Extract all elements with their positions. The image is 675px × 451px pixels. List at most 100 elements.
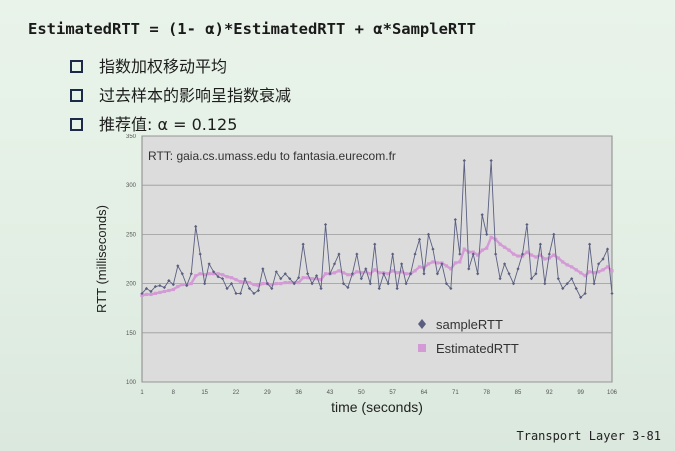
point-samplertt: [520, 252, 525, 256]
point-estimatedrtt: [480, 248, 484, 252]
point-estimatedrtt: [520, 254, 525, 258]
point-samplertt: [565, 282, 569, 286]
point-samplertt: [373, 242, 377, 246]
point-samplertt: [462, 159, 466, 163]
point-samplertt: [534, 272, 538, 276]
point-samplertt: [601, 257, 605, 261]
point-estimatedrtt: [422, 266, 426, 270]
legend-marker-estimatedrtt: [418, 344, 426, 352]
bullet-item: 指数加权移动平均: [70, 52, 291, 81]
point-estimatedrtt: [467, 250, 471, 254]
point-samplertt: [494, 252, 498, 256]
point-samplertt: [610, 291, 614, 296]
y-axis-label: RTT (milliseconds): [94, 205, 109, 313]
bullet-square-icon: [70, 60, 83, 73]
point-estimatedrtt: [270, 282, 274, 287]
point-samplertt: [417, 237, 422, 241]
point-samplertt: [243, 277, 247, 281]
point-estimatedrtt: [485, 246, 489, 250]
x-tick-label: 50: [358, 390, 365, 396]
point-estimatedrtt: [189, 282, 193, 286]
point-samplertt: [529, 277, 534, 281]
point-estimatedrtt: [498, 242, 502, 246]
x-tick-label: 78: [483, 390, 490, 396]
point-samplertt: [561, 286, 565, 291]
point-samplertt: [543, 282, 547, 286]
point-estimatedrtt: [565, 263, 569, 267]
x-tick-label: 99: [577, 390, 584, 396]
point-estimatedrtt: [274, 282, 278, 286]
point-samplertt: [404, 282, 408, 286]
point-samplertt: [176, 264, 180, 268]
point-estimatedrtt: [386, 272, 390, 276]
point-estimatedrtt: [207, 272, 211, 276]
point-estimatedrtt: [364, 270, 368, 274]
point-samplertt: [167, 279, 171, 283]
point-estimatedrtt: [158, 290, 162, 295]
point-estimatedrtt: [395, 271, 399, 275]
point-estimatedrtt: [556, 256, 560, 260]
point-estimatedrtt: [574, 268, 578, 272]
point-samplertt: [489, 159, 493, 163]
point-samplertt: [153, 284, 158, 289]
x-tick-label: 85: [515, 390, 522, 396]
point-estimatedrtt: [256, 283, 260, 288]
point-samplertt: [480, 213, 484, 217]
bullet-square-icon: [70, 89, 83, 102]
point-estimatedrtt: [462, 247, 466, 251]
point-samplertt: [444, 282, 448, 286]
x-tick-label: 64: [421, 390, 428, 396]
point-estimatedrtt: [162, 289, 166, 294]
point-estimatedrtt: [435, 261, 440, 265]
point-estimatedrtt: [373, 268, 377, 272]
point-estimatedrtt: [203, 273, 207, 277]
y-tick-label: 300: [126, 183, 137, 189]
point-samplertt: [605, 247, 610, 251]
point-estimatedrtt: [502, 245, 507, 249]
point-estimatedrtt: [471, 250, 475, 254]
y-tick-label: 200: [126, 282, 137, 288]
point-samplertt: [592, 282, 596, 286]
point-estimatedrtt: [238, 280, 243, 284]
point-estimatedrtt: [534, 255, 538, 259]
point-estimatedrtt: [306, 276, 310, 280]
point-estimatedrtt: [288, 281, 292, 285]
point-samplertt: [279, 277, 283, 281]
point-estimatedrtt: [301, 276, 305, 280]
rtt-chart: 100 150 200 250 300 350 1 8 15 22 29 36 43 50 57 64 71 78…: [94, 134, 618, 415]
legend-marker-samplertt: [418, 319, 426, 329]
point-samplertt: [382, 272, 386, 276]
y-tick-label: 150: [126, 331, 137, 337]
point-estimatedrtt: [198, 272, 202, 276]
y-tick-label: 350: [126, 134, 137, 140]
point-estimatedrtt: [525, 250, 529, 254]
point-estimatedrtt: [552, 253, 556, 257]
point-estimatedrtt: [579, 271, 583, 275]
point-estimatedrtt: [359, 271, 363, 275]
point-estimatedrtt: [561, 260, 565, 264]
point-estimatedrtt: [489, 235, 493, 239]
point-estimatedrtt: [413, 269, 417, 273]
point-estimatedrtt: [234, 278, 238, 282]
point-estimatedrtt: [243, 280, 247, 284]
point-samplertt: [234, 291, 238, 296]
point-samplertt: [274, 270, 278, 274]
point-samplertt: [596, 262, 601, 266]
point-estimatedrtt: [404, 272, 408, 276]
point-samplertt: [180, 272, 184, 276]
point-estimatedrtt: [194, 274, 198, 278]
point-estimatedrtt: [592, 271, 596, 275]
point-estimatedrtt: [283, 281, 287, 285]
point-estimatedrtt: [252, 282, 256, 287]
point-estimatedrtt: [297, 281, 301, 285]
bullet-item: 推荐值: α = 0.125: [70, 110, 291, 139]
bullet-list: 指数加权移动平均 过去样本的影响呈指数衰减 推荐值: α = 0.125: [70, 52, 291, 139]
x-tick-label: 57: [389, 390, 396, 396]
point-estimatedrtt: [516, 254, 520, 258]
series-line-estimatedrtt: [141, 235, 613, 297]
point-estimatedrtt: [507, 248, 511, 252]
x-axis-label: time (seconds): [331, 399, 423, 415]
formula: EstimatedRTT = (1- α)*EstimatedRTT + α*S…: [28, 20, 476, 38]
point-estimatedrtt: [279, 282, 283, 286]
point-samplertt: [440, 262, 444, 266]
